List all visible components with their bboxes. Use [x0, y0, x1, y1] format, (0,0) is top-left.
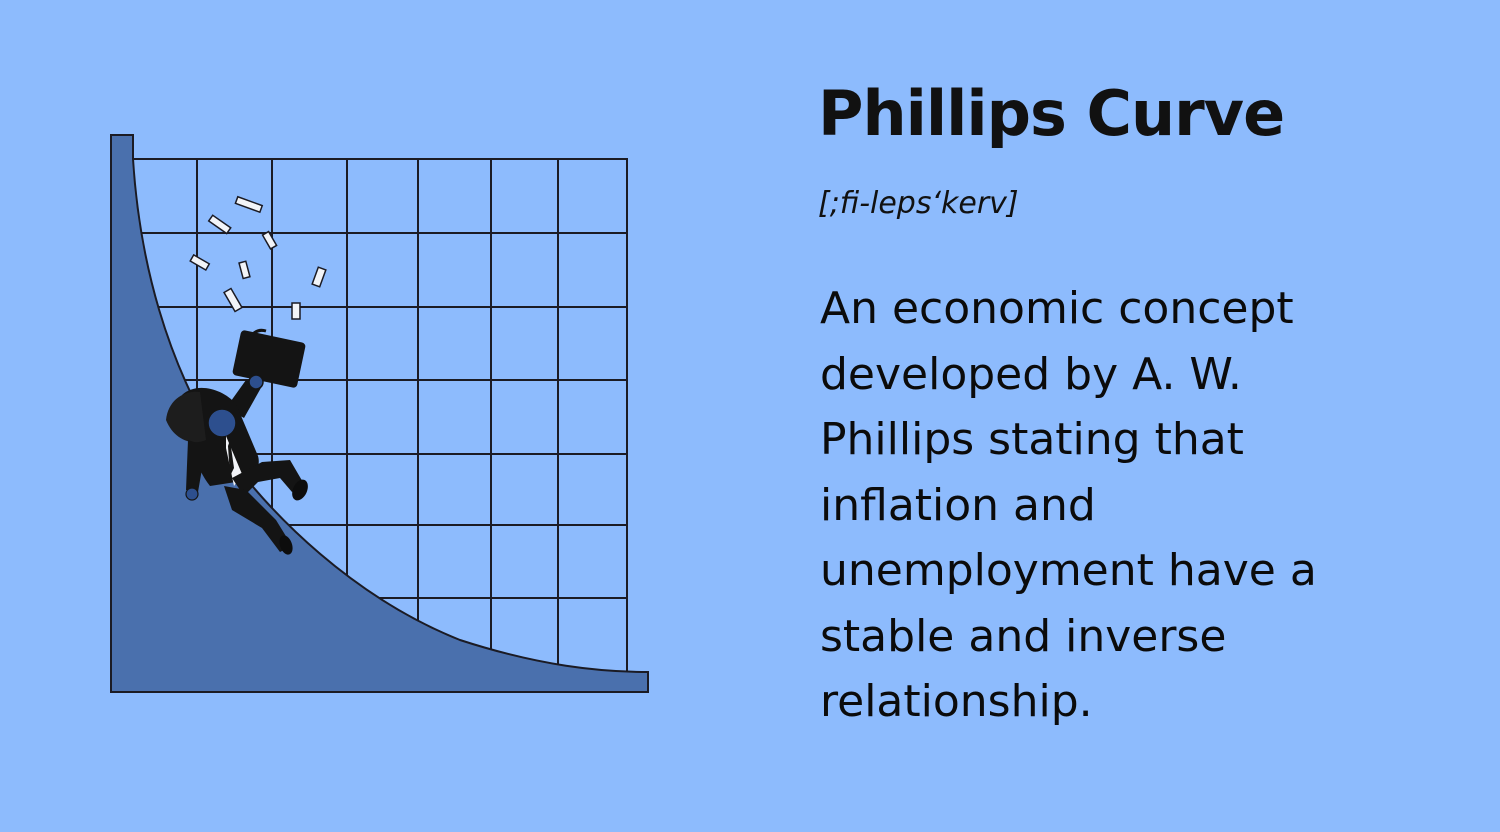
definition-text: An economic concept developed by A. W. P… [820, 283, 1317, 727]
falling-businessman [166, 328, 308, 555]
pronunciation: [;fi-leps‘kerv] [818, 186, 1019, 221]
phillips-curve-shape [110, 134, 649, 693]
phillips-curve-illustration [110, 134, 649, 693]
definition-panel: Phillips Curve [;fi-leps‘kerv] An econom… [818, 72, 1458, 735]
falling-money [189, 195, 327, 320]
term-title: Phillips Curve [818, 77, 1285, 150]
briefcase [232, 330, 306, 388]
